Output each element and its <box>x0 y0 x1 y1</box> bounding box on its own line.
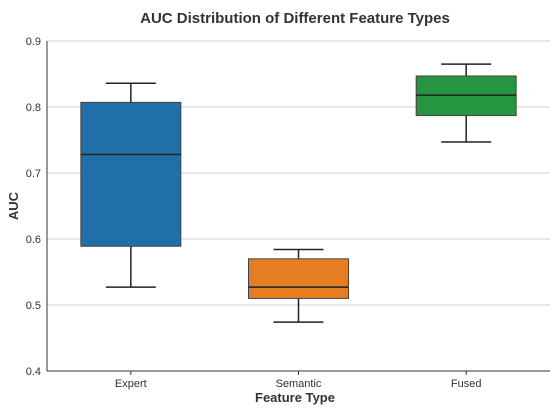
y-tick-label: 0.4 <box>26 366 41 378</box>
y-axis-label: AUC <box>6 191 21 220</box>
y-tick-labels: 0.4 0.5 0.6 0.7 0.8 0.9 <box>26 36 41 378</box>
x-tick-labels: Expert Semantic Fused <box>115 371 482 390</box>
x-tick-label: Expert <box>115 378 147 390</box>
box-expert <box>80 82 182 288</box>
box-semantic <box>248 248 349 323</box>
box-fused <box>415 63 517 143</box>
y-tick-label: 0.9 <box>26 36 41 48</box>
x-tick-label: Fused <box>451 378 482 390</box>
iqr-box <box>80 101 182 247</box>
y-tick-label: 0.7 <box>26 168 41 180</box>
iqr-box <box>248 258 349 299</box>
box-series <box>80 63 517 323</box>
chart-title: AUC Distribution of Different Feature Ty… <box>140 10 450 27</box>
y-tick-label: 0.6 <box>26 234 41 246</box>
y-tick-label: 0.5 <box>26 300 41 312</box>
x-axis-label: Feature Type <box>255 390 335 405</box>
x-tick-label: Semantic <box>276 378 322 390</box>
y-tick-label: 0.8 <box>26 102 41 114</box>
